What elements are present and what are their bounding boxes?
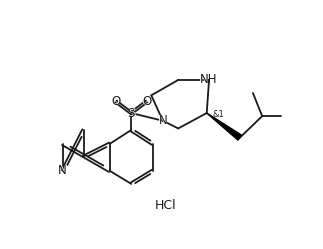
Text: NH: NH: [200, 73, 218, 86]
Text: N: N: [159, 114, 167, 127]
Text: NH: NH: [199, 73, 219, 86]
Text: S: S: [128, 107, 135, 120]
Text: O: O: [111, 95, 121, 108]
Text: O: O: [142, 95, 151, 108]
Polygon shape: [207, 113, 242, 140]
Text: HCl: HCl: [155, 199, 177, 212]
Text: N: N: [158, 114, 168, 127]
Text: N: N: [58, 164, 67, 177]
Text: &1: &1: [212, 110, 224, 119]
Text: O: O: [111, 95, 120, 108]
Text: N: N: [58, 164, 68, 177]
Text: O: O: [142, 95, 152, 108]
Text: S: S: [127, 107, 136, 120]
